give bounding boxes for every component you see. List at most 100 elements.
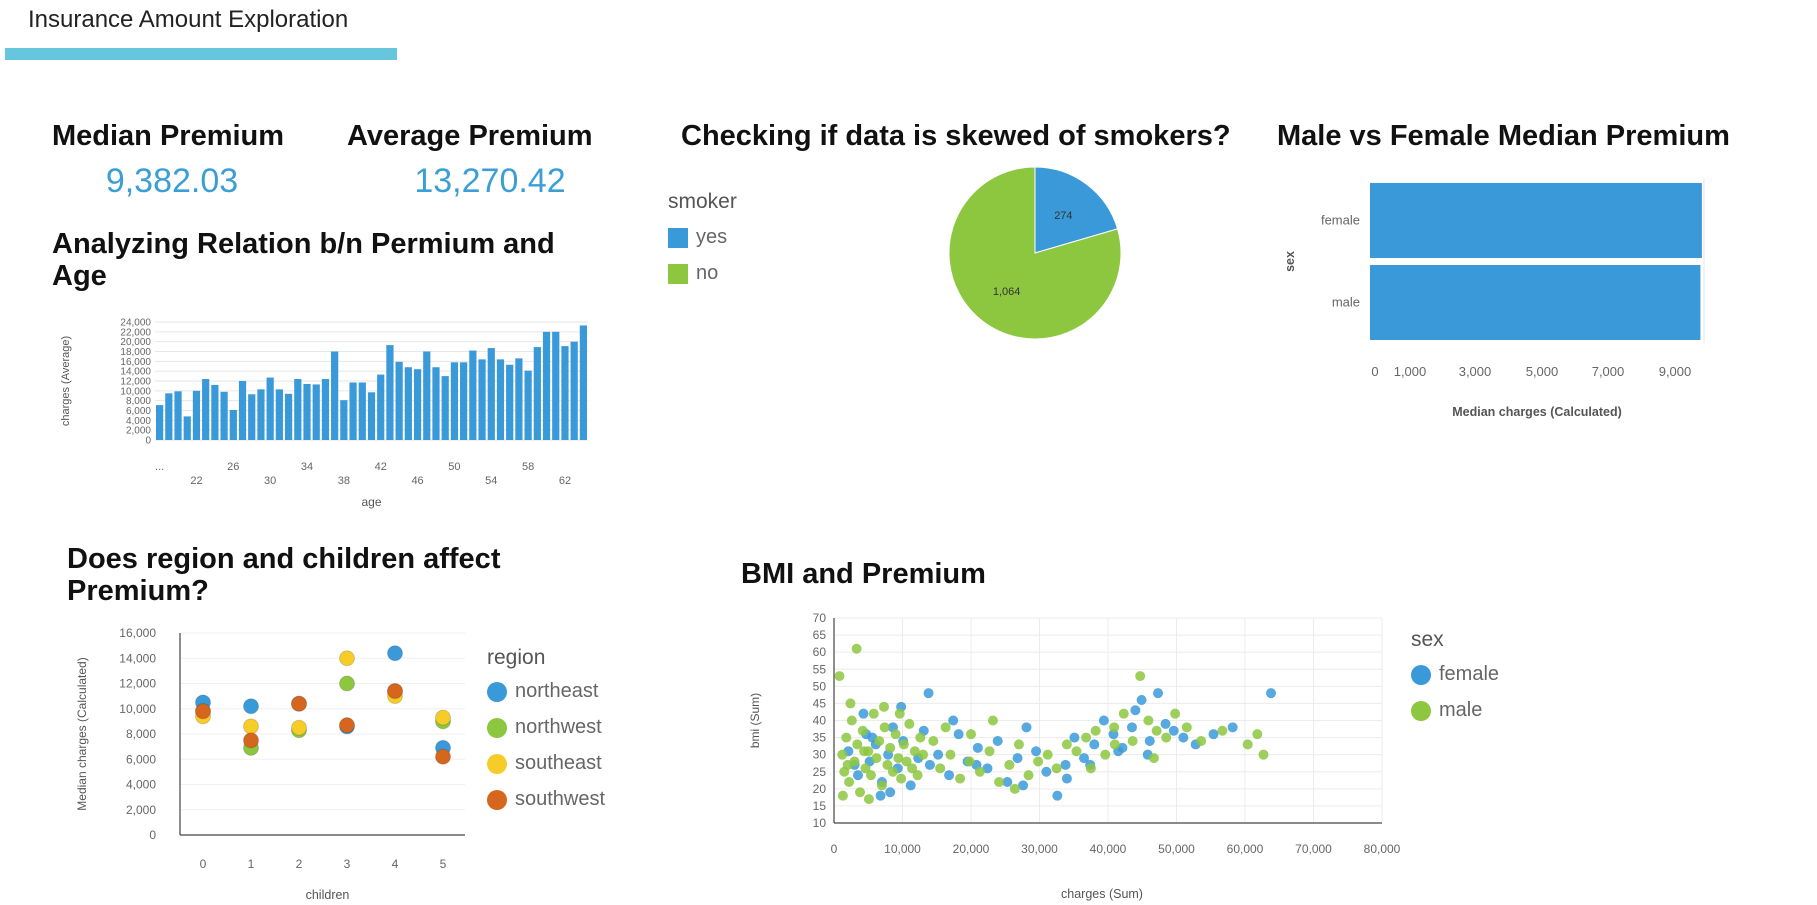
region-legend-northwest-label: northwest xyxy=(515,716,602,738)
region-point-southeast xyxy=(435,709,451,726)
bmi-y-tick-label: 45 xyxy=(813,696,827,710)
bmi-point-male xyxy=(987,715,998,726)
region-legend-northeast[interactable]: northeast xyxy=(487,680,598,703)
bmi-point-male xyxy=(1033,756,1044,767)
bmi-point-male xyxy=(1143,715,1154,726)
bmi-point-male xyxy=(966,729,976,740)
age-bar xyxy=(331,351,339,440)
bmi-point-female xyxy=(1002,777,1013,787)
sex-legend-male[interactable]: male xyxy=(1411,699,1482,722)
bmi-point-male xyxy=(879,701,890,712)
region-y-tick-label: 6,000 xyxy=(126,752,156,766)
bmi-point-male xyxy=(846,715,857,726)
bmi-point-male xyxy=(890,729,901,740)
smoker-legend-no-label: no xyxy=(696,262,719,284)
age-x-tick-label: 42 xyxy=(375,461,387,473)
bmi-point-male xyxy=(1258,749,1269,760)
region-legend-southwest[interactable]: southwest xyxy=(487,788,605,811)
smoker-pie-chart: 274 1,064 xyxy=(948,166,1122,340)
region-y-tick-label: 12,000 xyxy=(119,677,156,691)
bmi-point-male xyxy=(912,770,923,781)
bmi-point-male xyxy=(1023,770,1034,781)
sex-x-tick-label: 9,000 xyxy=(1659,364,1692,379)
age-bar xyxy=(275,389,283,440)
region-y-tick-label: 2,000 xyxy=(126,803,156,817)
bmi-point-male xyxy=(842,759,853,770)
bmi-point-female xyxy=(933,749,944,760)
bmi-point-female xyxy=(948,715,959,726)
age-bar xyxy=(312,384,320,440)
age-bar xyxy=(450,362,459,440)
bmi-point-female xyxy=(1021,722,1032,733)
age-x-tick-label: 30 xyxy=(264,475,276,487)
bmi-point-male xyxy=(984,746,995,757)
bmi-y-tick-label: 70 xyxy=(813,611,827,625)
region-x-tick-label: 2 xyxy=(296,857,303,871)
sex-y-tick-label: female xyxy=(1321,213,1360,228)
age-x-tick-label: 26 xyxy=(227,461,239,473)
sex-x-tick-label: 7,000 xyxy=(1592,364,1625,379)
bmi-point-male xyxy=(1242,739,1253,750)
bmi-point-female xyxy=(1227,722,1238,733)
bmi-y-tick-label: 25 xyxy=(813,765,827,779)
age-bar xyxy=(340,400,348,440)
age-x-tick-label: ... xyxy=(155,461,164,473)
age-x-tick-label: 34 xyxy=(301,461,313,473)
pie-slice-no xyxy=(948,166,1122,340)
region-point-southwest xyxy=(435,748,451,765)
bmi-point-female xyxy=(1168,725,1179,736)
age-bar xyxy=(321,379,330,440)
age-bar xyxy=(441,376,449,440)
age-bar xyxy=(266,377,274,440)
bmi-x-tick-label: 60,000 xyxy=(1227,842,1264,856)
bmi-point-male xyxy=(964,756,975,767)
age-y-tick-label: 24,000 xyxy=(120,318,151,329)
bmi-point-male xyxy=(904,718,915,729)
pie-slice-yes xyxy=(1034,166,1119,254)
region-y-tick-label: 10,000 xyxy=(119,702,156,716)
southwest-swatch xyxy=(487,789,507,810)
smoker-legend-yes-label: yes xyxy=(696,226,728,248)
bmi-point-male xyxy=(1151,725,1162,736)
sex-legend-female[interactable]: female xyxy=(1411,663,1499,686)
bmi-point-male xyxy=(1051,763,1062,774)
region-point-southeast xyxy=(339,650,355,667)
bmi-point-female xyxy=(953,729,964,740)
age-bar xyxy=(395,361,403,440)
age-bar xyxy=(524,370,532,440)
bmi-point-female xyxy=(905,780,916,791)
bmi-y-tick-label: 10 xyxy=(813,816,827,830)
region-point-northwest xyxy=(339,675,355,692)
bmi-point-female xyxy=(1098,715,1109,726)
bmi-point-male xyxy=(841,732,852,743)
region-legend-northwest[interactable]: northwest xyxy=(487,716,602,739)
bmi-point-female xyxy=(982,763,993,774)
bmi-point-male xyxy=(852,739,863,750)
sex-x-tick-label: 1,000 xyxy=(1394,364,1427,379)
age-bar xyxy=(496,359,505,440)
bmi-point-female xyxy=(1060,759,1071,770)
smoker-chart-title: Checking if data is skewed of smokers? xyxy=(681,120,1231,152)
bmi-y-tick-label: 65 xyxy=(813,628,827,642)
age-bar xyxy=(358,382,366,440)
age-bar xyxy=(404,367,412,440)
bmi-point-male xyxy=(1009,783,1020,794)
male-swatch xyxy=(1411,700,1431,721)
smoker-legend-yes[interactable]: yes xyxy=(668,226,727,249)
bmi-point-male xyxy=(834,671,845,682)
bmi-point-male xyxy=(1085,763,1096,774)
region-y-axis-label: Median charges (Calculated) xyxy=(75,657,89,810)
smoker-legend-no[interactable]: no xyxy=(668,262,718,285)
bmi-x-tick-label: 80,000 xyxy=(1364,842,1401,856)
age-x-tick-label: 58 xyxy=(522,461,534,473)
age-x-tick-label: 22 xyxy=(190,475,202,487)
bmi-point-male xyxy=(882,759,893,770)
bmi-point-male xyxy=(851,643,862,654)
bmi-point-male xyxy=(907,763,918,774)
bmi-point-male xyxy=(887,766,898,777)
pie-data-label: 274 xyxy=(1054,210,1072,222)
bmi-point-male xyxy=(935,763,946,774)
region-legend-southeast[interactable]: southeast xyxy=(487,752,602,775)
region-point-northeast xyxy=(387,645,403,662)
age-bar xyxy=(432,367,440,440)
